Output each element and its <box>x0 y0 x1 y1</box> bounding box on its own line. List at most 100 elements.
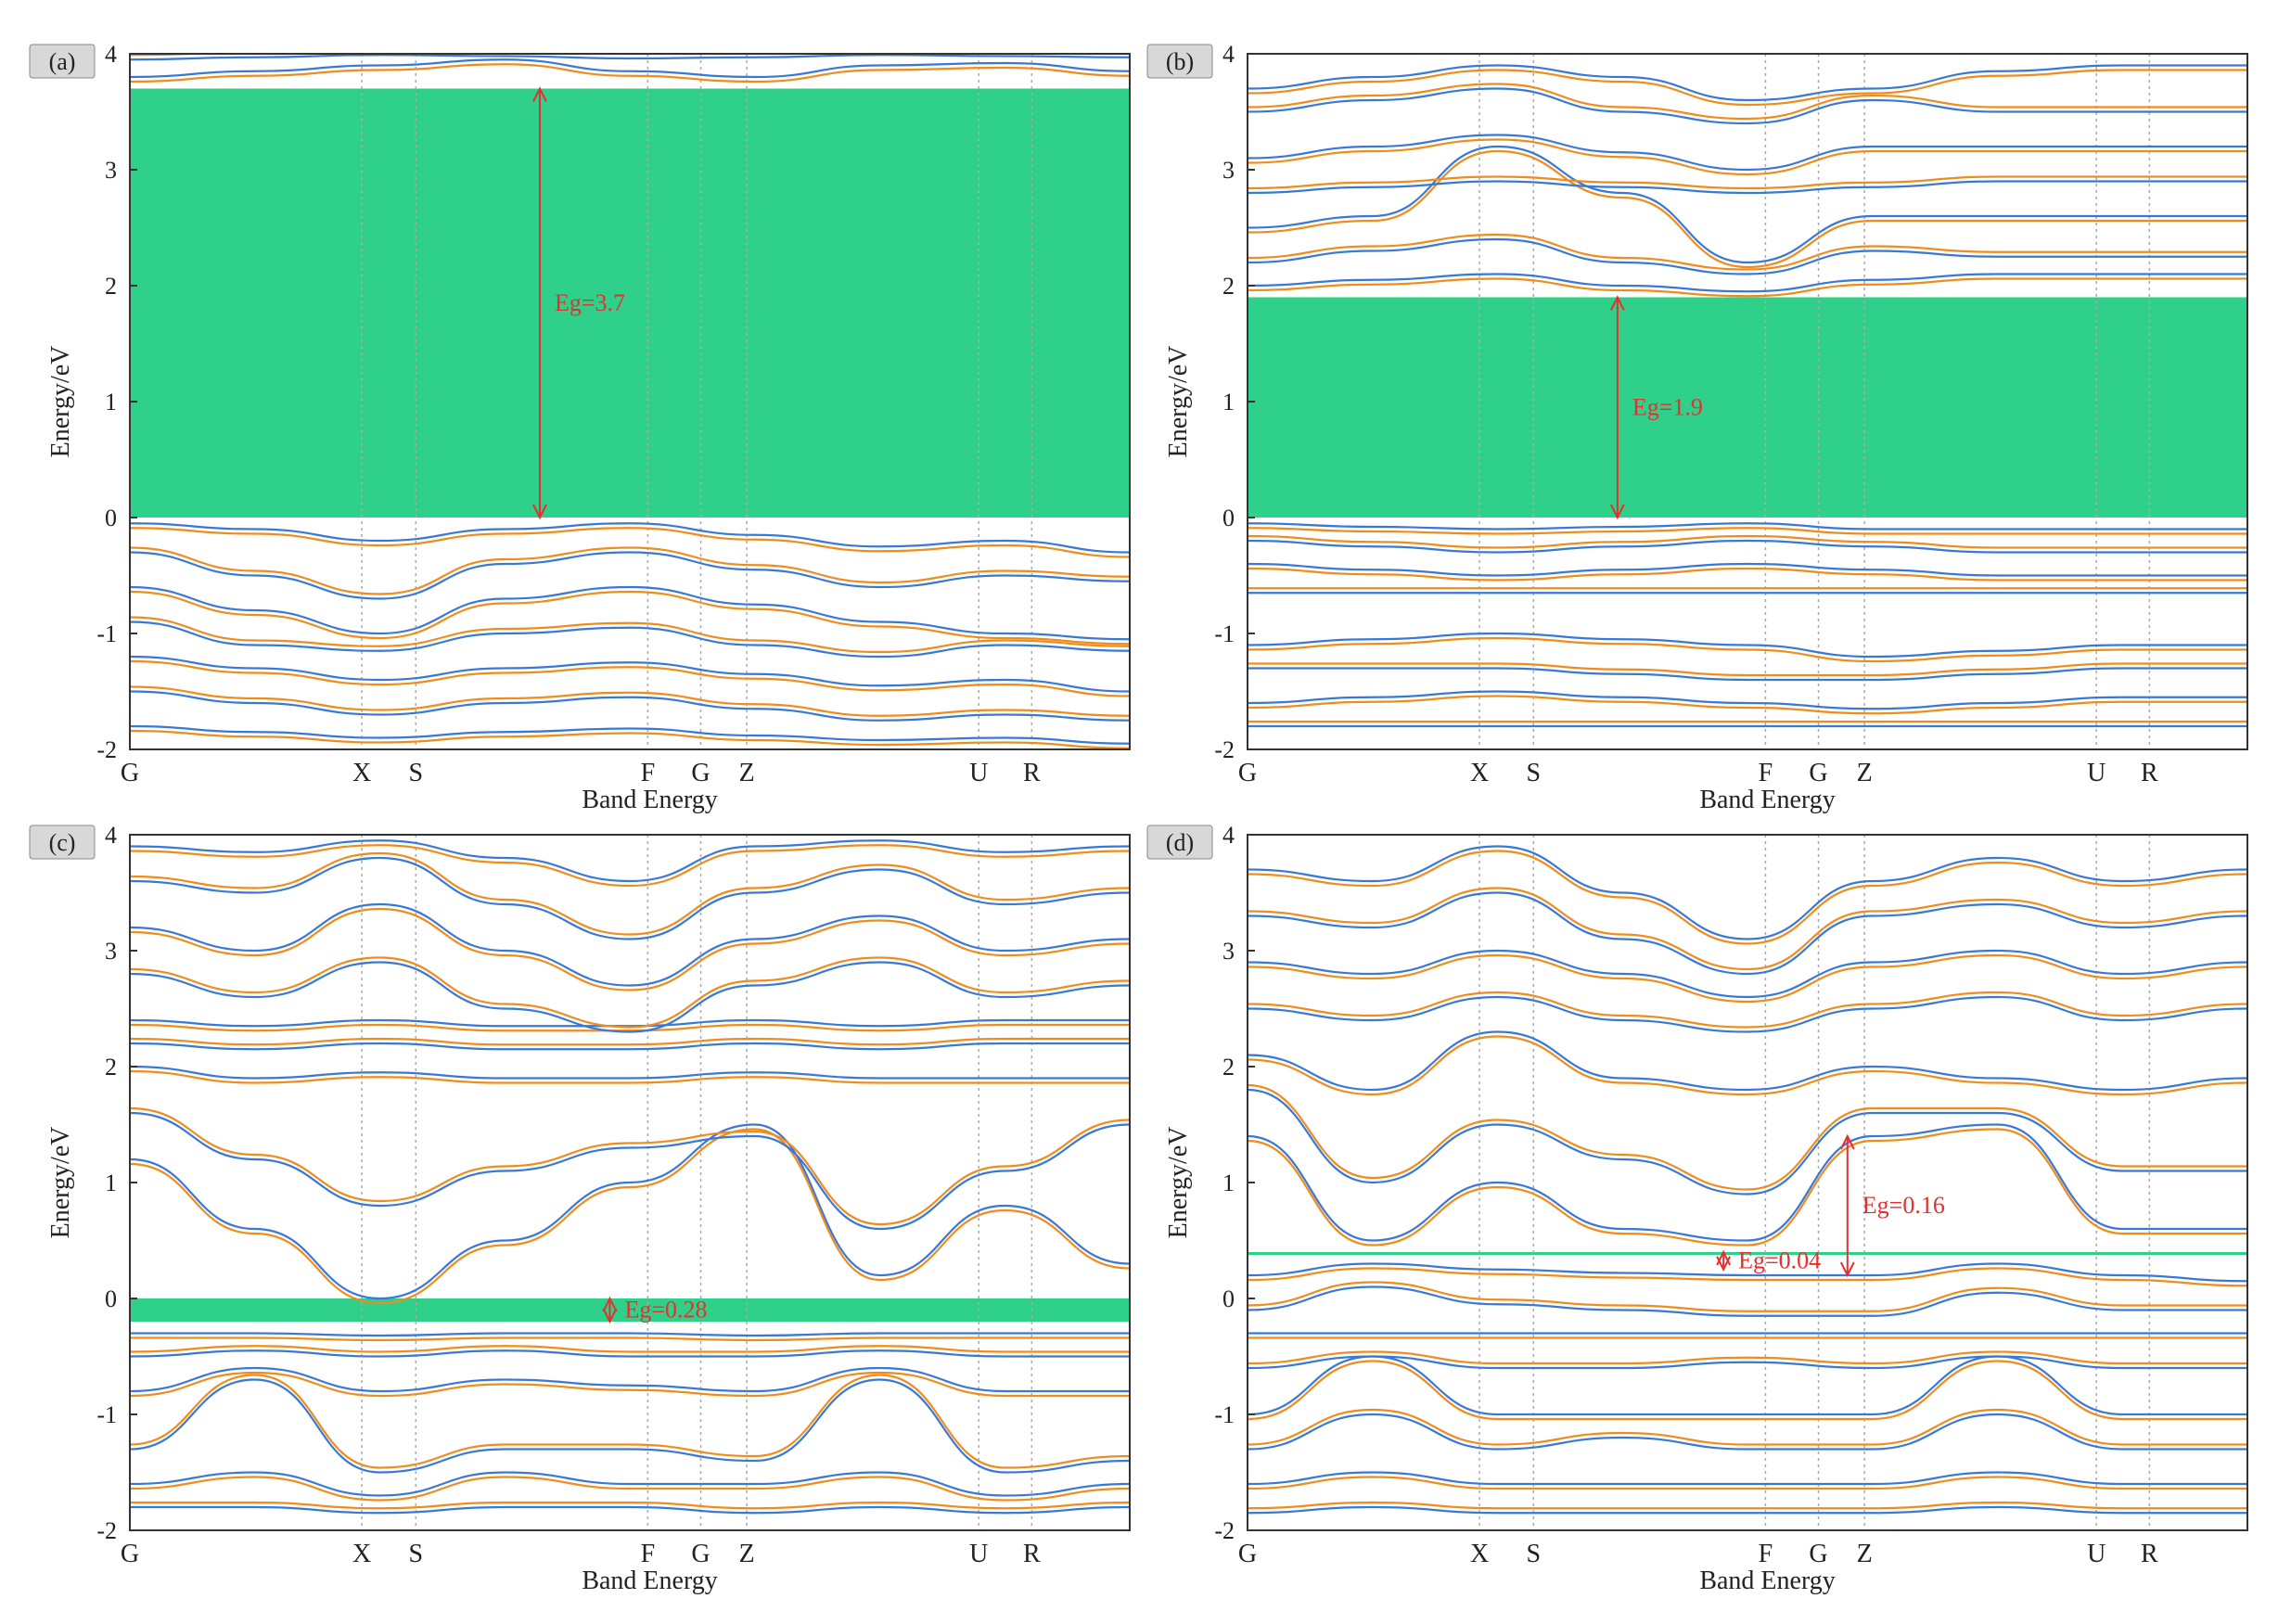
conduction-band-down-0 <box>1248 273 2247 293</box>
kpoint-label-U: U <box>969 759 988 787</box>
panel-tag: (c) <box>49 829 76 856</box>
kpoint-label-F: F <box>641 1540 656 1568</box>
y-axis-label: Energy/eV <box>1164 346 1193 458</box>
kpoint-label-U: U <box>969 1540 988 1568</box>
valence-band-up-1 <box>1248 1281 2247 1312</box>
conduction-band-up-5 <box>1248 83 2247 121</box>
kpoint-label-G: G <box>121 759 139 787</box>
y-tick-label: 0 <box>105 1285 117 1312</box>
panel-tag-bg <box>29 825 96 860</box>
conduction-band-up-8 <box>130 844 1130 888</box>
conduction-band-down-0 <box>130 1123 1130 1300</box>
y-tick-label: 4 <box>1222 41 1235 68</box>
conduction-band-down-6 <box>130 902 1130 987</box>
kpoint-label-S: S <box>1527 1540 1542 1568</box>
y-tick-label: 4 <box>105 822 117 849</box>
gap-arrow-head-bottom <box>532 504 547 520</box>
y-axis-label: Energy/eV <box>46 346 75 458</box>
valence-band-up-5 <box>1248 1408 2247 1446</box>
valence-band-down-4 <box>1248 632 2247 659</box>
bands <box>1248 845 2247 1515</box>
valence-band-down-2 <box>130 1366 1130 1393</box>
panel-tag: (b) <box>1166 48 1194 75</box>
y-tick-label: 3 <box>105 938 117 965</box>
gap-arrow-head-top <box>532 86 547 102</box>
conduction-band-down-4 <box>1248 949 2247 999</box>
conduction-band-down-7 <box>130 856 1130 940</box>
kpoint-label-G: G <box>1238 1540 1257 1568</box>
kpoint-label-X: X <box>1470 759 1489 787</box>
conduction-band-down-1 <box>130 1111 1130 1231</box>
kpoint-label-G: G <box>1809 759 1827 787</box>
panel-tag-bg <box>29 44 96 79</box>
valence-band-down-4 <box>1248 1355 2247 1416</box>
conduction-band-down-5 <box>130 961 1130 1033</box>
y-tick-label: 3 <box>1222 938 1235 965</box>
conduction-band-down-1 <box>1248 1088 2247 1196</box>
conduction-band-down-5 <box>1248 891 2247 976</box>
y-tick-label: 3 <box>1222 157 1235 184</box>
conduction-band-down-3 <box>130 1042 1130 1051</box>
gap-label: Eg=1.9 <box>1632 393 1703 420</box>
valence-band-down-2 <box>130 585 1130 641</box>
y-tick-label: 2 <box>1222 273 1235 300</box>
gap-label: Eg=3.7 <box>555 289 625 316</box>
kpoint-label-Z: Z <box>739 1540 755 1568</box>
valence-band-down-0 <box>1248 1262 2247 1283</box>
valence-band-down-0 <box>130 522 1130 554</box>
conduction-band-up-0 <box>130 1128 1130 1305</box>
conduction-band-up-0 <box>130 63 1130 83</box>
conduction-band-down-6 <box>1248 845 2247 940</box>
conduction-band-down-0 <box>130 58 1130 79</box>
valence-band-up-3 <box>130 616 1130 654</box>
y-tick-label: -1 <box>1214 620 1235 647</box>
conduction-band-down-3 <box>1248 995 2247 1033</box>
y-tick-label: 1 <box>105 1170 117 1196</box>
x-axis-label: Band Energy <box>582 786 717 814</box>
gap-arrow-head-top <box>1839 1133 1855 1150</box>
y-tick-label: 1 <box>1222 389 1235 416</box>
valence-band-up-2 <box>130 590 1130 646</box>
valence-band-down-5 <box>130 690 1130 722</box>
kpoint-label-G: G <box>1238 759 1257 787</box>
kpoint-label-G: G <box>691 1540 710 1568</box>
conduction-band-up-6 <box>1248 69 2247 107</box>
y-tick-label: 2 <box>1222 1054 1235 1081</box>
conduction-band-up-2 <box>1248 1035 2247 1096</box>
conduction-band-up-4 <box>1248 138 2247 176</box>
conduction-band-down-5 <box>1248 87 2247 125</box>
kpoint-label-Z: Z <box>1857 759 1873 787</box>
kpoint-label-S: S <box>409 759 424 787</box>
valence-band-down-1 <box>130 551 1130 600</box>
bands <box>1248 64 2247 728</box>
y-tick-label: 0 <box>1222 1285 1235 1312</box>
valence-band-up-4 <box>130 1476 1130 1502</box>
conduction-band-up-2 <box>1248 149 2247 269</box>
conduction-band-up-3 <box>1248 175 2247 190</box>
valence-band-up-0 <box>1248 527 2247 535</box>
x-axis-label: Band Energy <box>582 1566 717 1595</box>
kpoint-label-S: S <box>1527 759 1542 787</box>
conduction-band-down-2 <box>1248 145 2247 264</box>
y-tick-label: 1 <box>1222 1170 1235 1196</box>
valence-band-down-0 <box>130 1332 1130 1337</box>
band-gap-region <box>130 88 1130 518</box>
valence-band-up-4 <box>130 659 1130 697</box>
valence-band-down-7 <box>1248 1505 2247 1515</box>
x-axis-label: Band Energy <box>1699 786 1835 814</box>
valence-band-down-1 <box>130 1349 1130 1358</box>
conduction-band-down-2 <box>130 1065 1130 1080</box>
kpoint-label-F: F <box>1759 1540 1773 1568</box>
conduction-band-up-6 <box>1248 850 2247 945</box>
gap-label: Eg=0.28 <box>624 1297 707 1323</box>
conduction-band-down-2 <box>1248 1030 2247 1092</box>
valence-band-up-3 <box>130 1374 1130 1469</box>
gap-label: Eg=0.16 <box>1862 1192 1945 1219</box>
kpoint-label-G: G <box>1809 1540 1827 1568</box>
valence-band-up-4 <box>1248 1360 2247 1421</box>
kpoint-label-R: R <box>1023 1540 1041 1568</box>
valence-band-up-6 <box>1248 1476 2247 1490</box>
valence-band-down-5 <box>130 1505 1130 1515</box>
valence-band-up-1 <box>130 546 1130 595</box>
